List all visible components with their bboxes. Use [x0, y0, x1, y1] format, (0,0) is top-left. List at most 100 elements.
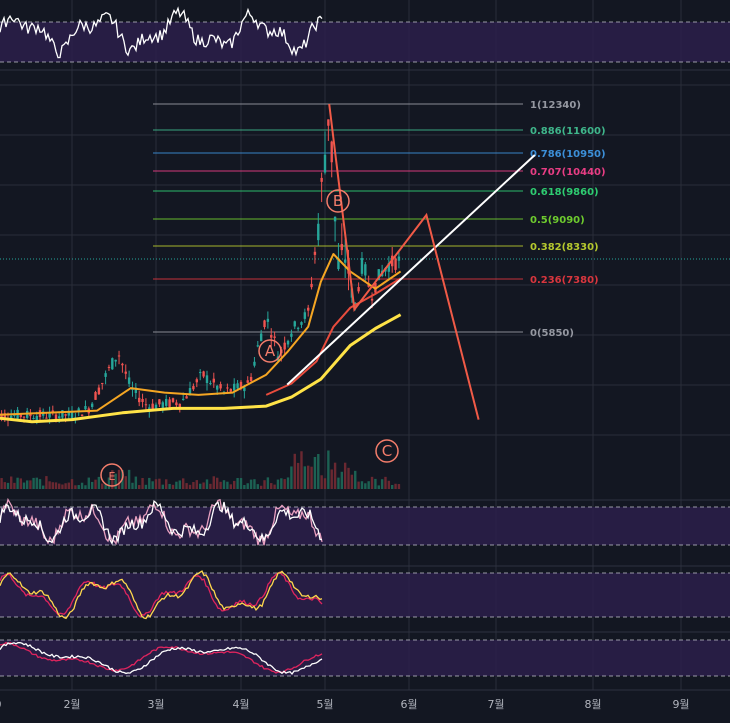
candle-body: [0, 413, 3, 420]
indicator-top-line: [0, 6, 323, 59]
fib-level-label: 0.707(10440): [530, 167, 606, 178]
candle-body: [32, 418, 35, 420]
volume-bar: [171, 484, 175, 489]
candle-body: [330, 141, 333, 163]
candle-body: [270, 335, 273, 338]
volume-bar: [296, 462, 300, 489]
volume-bar: [323, 478, 327, 489]
candle-body: [124, 371, 127, 374]
volume-bar: [259, 485, 263, 489]
volume-bar: [226, 481, 229, 489]
candle-body: [134, 387, 138, 393]
volume-bar: [195, 480, 198, 489]
candle-body: [364, 264, 367, 276]
volume-bar: [51, 482, 54, 489]
candle-body: [182, 398, 185, 400]
volume-bar: [101, 483, 104, 489]
candle-body: [178, 403, 181, 408]
volume-bar: [3, 482, 6, 489]
volume-bar: [13, 482, 16, 489]
volume-bar: [6, 482, 10, 489]
candle-body: [343, 259, 347, 263]
volume-bar: [229, 484, 232, 489]
volume-bar: [202, 482, 205, 489]
volume-bar: [293, 453, 296, 489]
volume-bar: [175, 481, 178, 489]
wave-label-C: C: [382, 442, 392, 460]
volume-bar: [154, 479, 158, 489]
volume-bar: [273, 484, 276, 489]
volume-bar: [178, 480, 181, 489]
volume-bar: [243, 485, 246, 489]
candle-body: [19, 414, 22, 417]
volume-bar: [327, 450, 330, 489]
candle-body: [138, 397, 141, 403]
volume-bar: [87, 477, 90, 489]
volume-bar: [364, 483, 367, 489]
volume-bar: [212, 476, 215, 489]
volume-bar: [370, 476, 374, 489]
volume-bar: [148, 477, 151, 489]
candle-body: [216, 385, 219, 390]
volume-bar: [367, 481, 370, 489]
candle-body: [320, 177, 323, 182]
x-tick-label: 5월: [316, 698, 333, 711]
candle-body: [111, 358, 114, 370]
volume-bar: [283, 479, 286, 489]
volume-bar: [290, 466, 293, 489]
volume-bar: [300, 451, 303, 489]
candle-body: [101, 382, 104, 384]
volume-bar: [391, 484, 394, 489]
volume-bar: [161, 484, 164, 489]
candle-body: [239, 381, 243, 389]
candle-body: [229, 388, 232, 392]
volume-bar: [384, 476, 387, 489]
volume-bar: [10, 476, 13, 489]
volume-bar: [80, 482, 84, 489]
candle-body: [286, 340, 290, 345]
candle-body: [236, 383, 239, 389]
volume-bar: [97, 476, 101, 489]
candle-body: [168, 399, 171, 407]
volume-bar: [104, 484, 107, 489]
fib-level-label: 0.5(9090): [530, 215, 585, 226]
candle-body: [192, 386, 195, 390]
volume-bar: [138, 485, 141, 489]
candle-body: [256, 345, 259, 347]
volume-bar: [380, 479, 384, 489]
volume-bar: [165, 479, 168, 489]
candle-body: [94, 392, 97, 400]
candle-body: [370, 298, 374, 301]
volume-bar: [124, 476, 127, 489]
candle-body: [107, 366, 111, 368]
volume-bar: [144, 484, 148, 489]
wave-projection-line: [328, 103, 480, 420]
candle-body: [293, 321, 296, 327]
stoch-k-line: [0, 570, 323, 620]
fib-level-label: 0.786(10950): [530, 149, 606, 160]
candle-body: [51, 410, 54, 412]
candle-body: [323, 154, 327, 173]
x-tick-label: 0: [0, 698, 2, 711]
volume-bar: [45, 476, 48, 489]
volume-bar: [270, 483, 273, 489]
volume-bar: [256, 484, 259, 489]
candle-body: [233, 383, 236, 391]
volume-bar: [377, 485, 380, 489]
volume-bar: [90, 481, 94, 489]
volume-bar: [42, 485, 45, 489]
stoch-d-line: [0, 571, 323, 618]
x-tick-label: 8월: [584, 698, 601, 711]
rsi-line-white: [0, 500, 322, 546]
volume-bar: [199, 483, 202, 489]
candle-body: [175, 402, 178, 406]
candle-body: [357, 287, 360, 292]
candle-body: [283, 342, 286, 350]
candle-body: [97, 387, 101, 395]
candle-body: [253, 361, 256, 366]
indicator-pane-rsi-band: [0, 507, 730, 545]
candle-body: [259, 333, 263, 342]
volume-bar: [239, 478, 243, 489]
